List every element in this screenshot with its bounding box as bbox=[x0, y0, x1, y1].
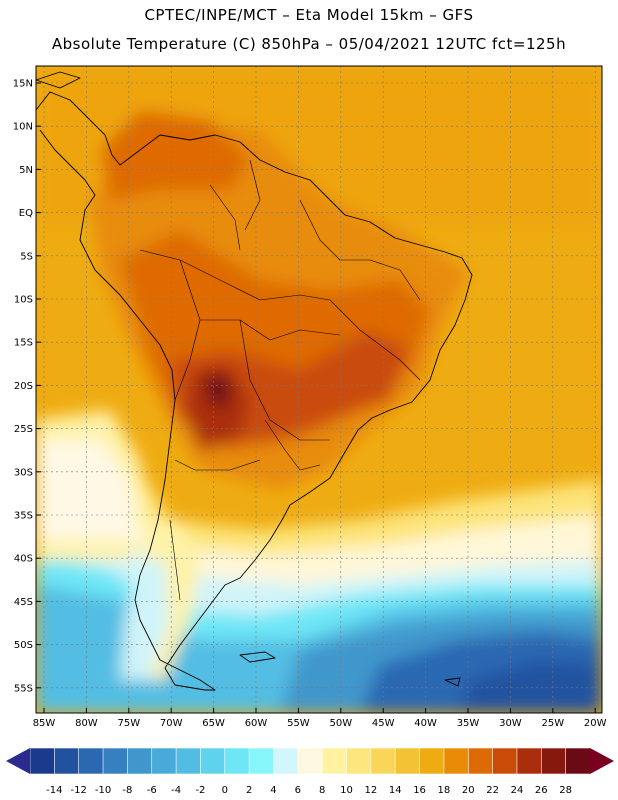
latitude-labels: 15N 10N 5N EQ 5S 10S 15S 20S 25S 30S 35S 40S 45S 50S 5… bbox=[13, 79, 41, 694]
latitude-label: 25S bbox=[14, 424, 33, 435]
latitude-label: 5S bbox=[20, 251, 33, 262]
longitude-label: 45W bbox=[372, 718, 395, 729]
colorbar-cell bbox=[370, 748, 396, 775]
latitude-label: 35S bbox=[14, 511, 33, 522]
longitude-label: 20W bbox=[584, 718, 607, 729]
longitude-label: 65W bbox=[202, 718, 225, 729]
colorbar-left-arrow bbox=[6, 748, 30, 774]
colorbar-cell bbox=[78, 748, 104, 775]
colorbar: -14 -12 -10 -8 -6 -4 -2 0 2 4 6 8 10 12 14 16 18 20 22 24 26… bbox=[6, 748, 614, 796]
colorbar-cell bbox=[151, 748, 177, 775]
colorbar-label: 20 bbox=[462, 785, 475, 796]
latitude-label: 15S bbox=[14, 338, 33, 349]
colorbar-cell bbox=[102, 748, 128, 775]
temperature-field bbox=[36, 66, 602, 713]
longitude-label: 80W bbox=[75, 718, 98, 729]
latitude-label: 10N bbox=[13, 122, 33, 133]
colorbar-label: 24 bbox=[511, 785, 524, 796]
colorbar-cell bbox=[541, 748, 567, 775]
longitude-label: 60W bbox=[245, 718, 268, 729]
colorbar-label: 16 bbox=[413, 785, 426, 796]
colorbar-cell bbox=[127, 748, 153, 775]
colorbar-cell bbox=[467, 748, 494, 775]
colorbar-label: 28 bbox=[559, 785, 572, 796]
longitude-label: 25W bbox=[541, 718, 564, 729]
colorbar-label: -6 bbox=[147, 785, 157, 796]
latitude-label: EQ bbox=[19, 208, 33, 219]
latitude-label: 30S bbox=[14, 467, 33, 478]
longitude-label: 50W bbox=[329, 718, 352, 729]
colorbar-cell bbox=[419, 748, 445, 775]
coastline bbox=[35, 71, 473, 691]
longitude-label: 55W bbox=[287, 718, 310, 729]
colorbar-label: -10 bbox=[95, 785, 111, 796]
colorbar-cells bbox=[29, 748, 591, 775]
latitude-label: 55S bbox=[14, 683, 33, 694]
longitude-label: 70W bbox=[160, 718, 183, 729]
colorbar-label: 2 bbox=[246, 785, 252, 796]
title-line-1: CPTEC/INPE/MCT – Eta Model 15km – GFS bbox=[144, 6, 474, 24]
colorbar-labels: -14 -12 -10 -8 -6 -4 -2 0 2 4 6 8 10 12 14 16 18 20 22 24 26… bbox=[46, 785, 572, 796]
colorbar-label: 12 bbox=[365, 785, 378, 796]
colorbar-label: 8 bbox=[319, 785, 325, 796]
colorbar-cell bbox=[516, 748, 542, 775]
colorbar-label: -4 bbox=[171, 785, 181, 796]
colorbar-label: 10 bbox=[340, 785, 353, 796]
longitude-label: 40W bbox=[414, 718, 437, 729]
colorbar-label: 18 bbox=[438, 785, 451, 796]
colorbar-label: 4 bbox=[270, 785, 276, 796]
longitude-label: 75W bbox=[117, 718, 140, 729]
colorbar-cell bbox=[394, 748, 421, 775]
political-borders bbox=[139, 159, 421, 601]
longitude-labels: 85W 80W 75W 70W 65W 60W 55W 50W 45W 40W 35W 30W 25W 2… bbox=[33, 708, 607, 729]
latitude-label: 10S bbox=[14, 295, 33, 306]
colorbar-label: 14 bbox=[389, 785, 402, 796]
colorbar-label: 6 bbox=[295, 785, 301, 796]
colorbar-cell bbox=[175, 748, 202, 775]
colorbar-cell bbox=[565, 748, 591, 775]
longitude-label: 30W bbox=[499, 718, 522, 729]
colorbar-label: -2 bbox=[195, 785, 205, 796]
colorbar-cell bbox=[443, 748, 469, 775]
colorbar-cell bbox=[297, 748, 323, 775]
colorbar-right-arrow bbox=[590, 748, 614, 774]
colorbar-label: -12 bbox=[71, 785, 87, 796]
title-line-2: Absolute Temperature (C) 850hPa – 05/04/… bbox=[51, 35, 567, 53]
latitude-label: 40S bbox=[14, 554, 33, 565]
colorbar-label: -14 bbox=[46, 785, 62, 796]
colorbar-label: 0 bbox=[222, 785, 228, 796]
latitude-label: 5N bbox=[19, 165, 33, 176]
latitude-label: 15N bbox=[13, 79, 33, 90]
latitude-label: 45S bbox=[14, 597, 33, 608]
colorbar-cell bbox=[248, 748, 275, 775]
colorbar-label: -8 bbox=[122, 785, 132, 796]
longitude-label: 35W bbox=[457, 718, 480, 729]
colorbar-cell bbox=[200, 748, 226, 775]
colorbar-cell bbox=[224, 748, 250, 775]
colorbar-cell bbox=[273, 748, 299, 775]
map-frame bbox=[35, 65, 603, 714]
colorbar-cell bbox=[54, 748, 80, 775]
longitude-label: 85W bbox=[33, 718, 56, 729]
latitude-label: 50S bbox=[14, 640, 33, 651]
colorbar-cell bbox=[492, 748, 518, 775]
colorbar-label: 22 bbox=[486, 785, 499, 796]
graticule bbox=[36, 66, 602, 713]
colorbar-cell bbox=[346, 748, 372, 775]
colorbar-cell bbox=[29, 748, 55, 775]
latitude-label: 20S bbox=[14, 381, 33, 392]
colorbar-cell bbox=[321, 748, 348, 775]
colorbar-label: 26 bbox=[535, 785, 548, 796]
